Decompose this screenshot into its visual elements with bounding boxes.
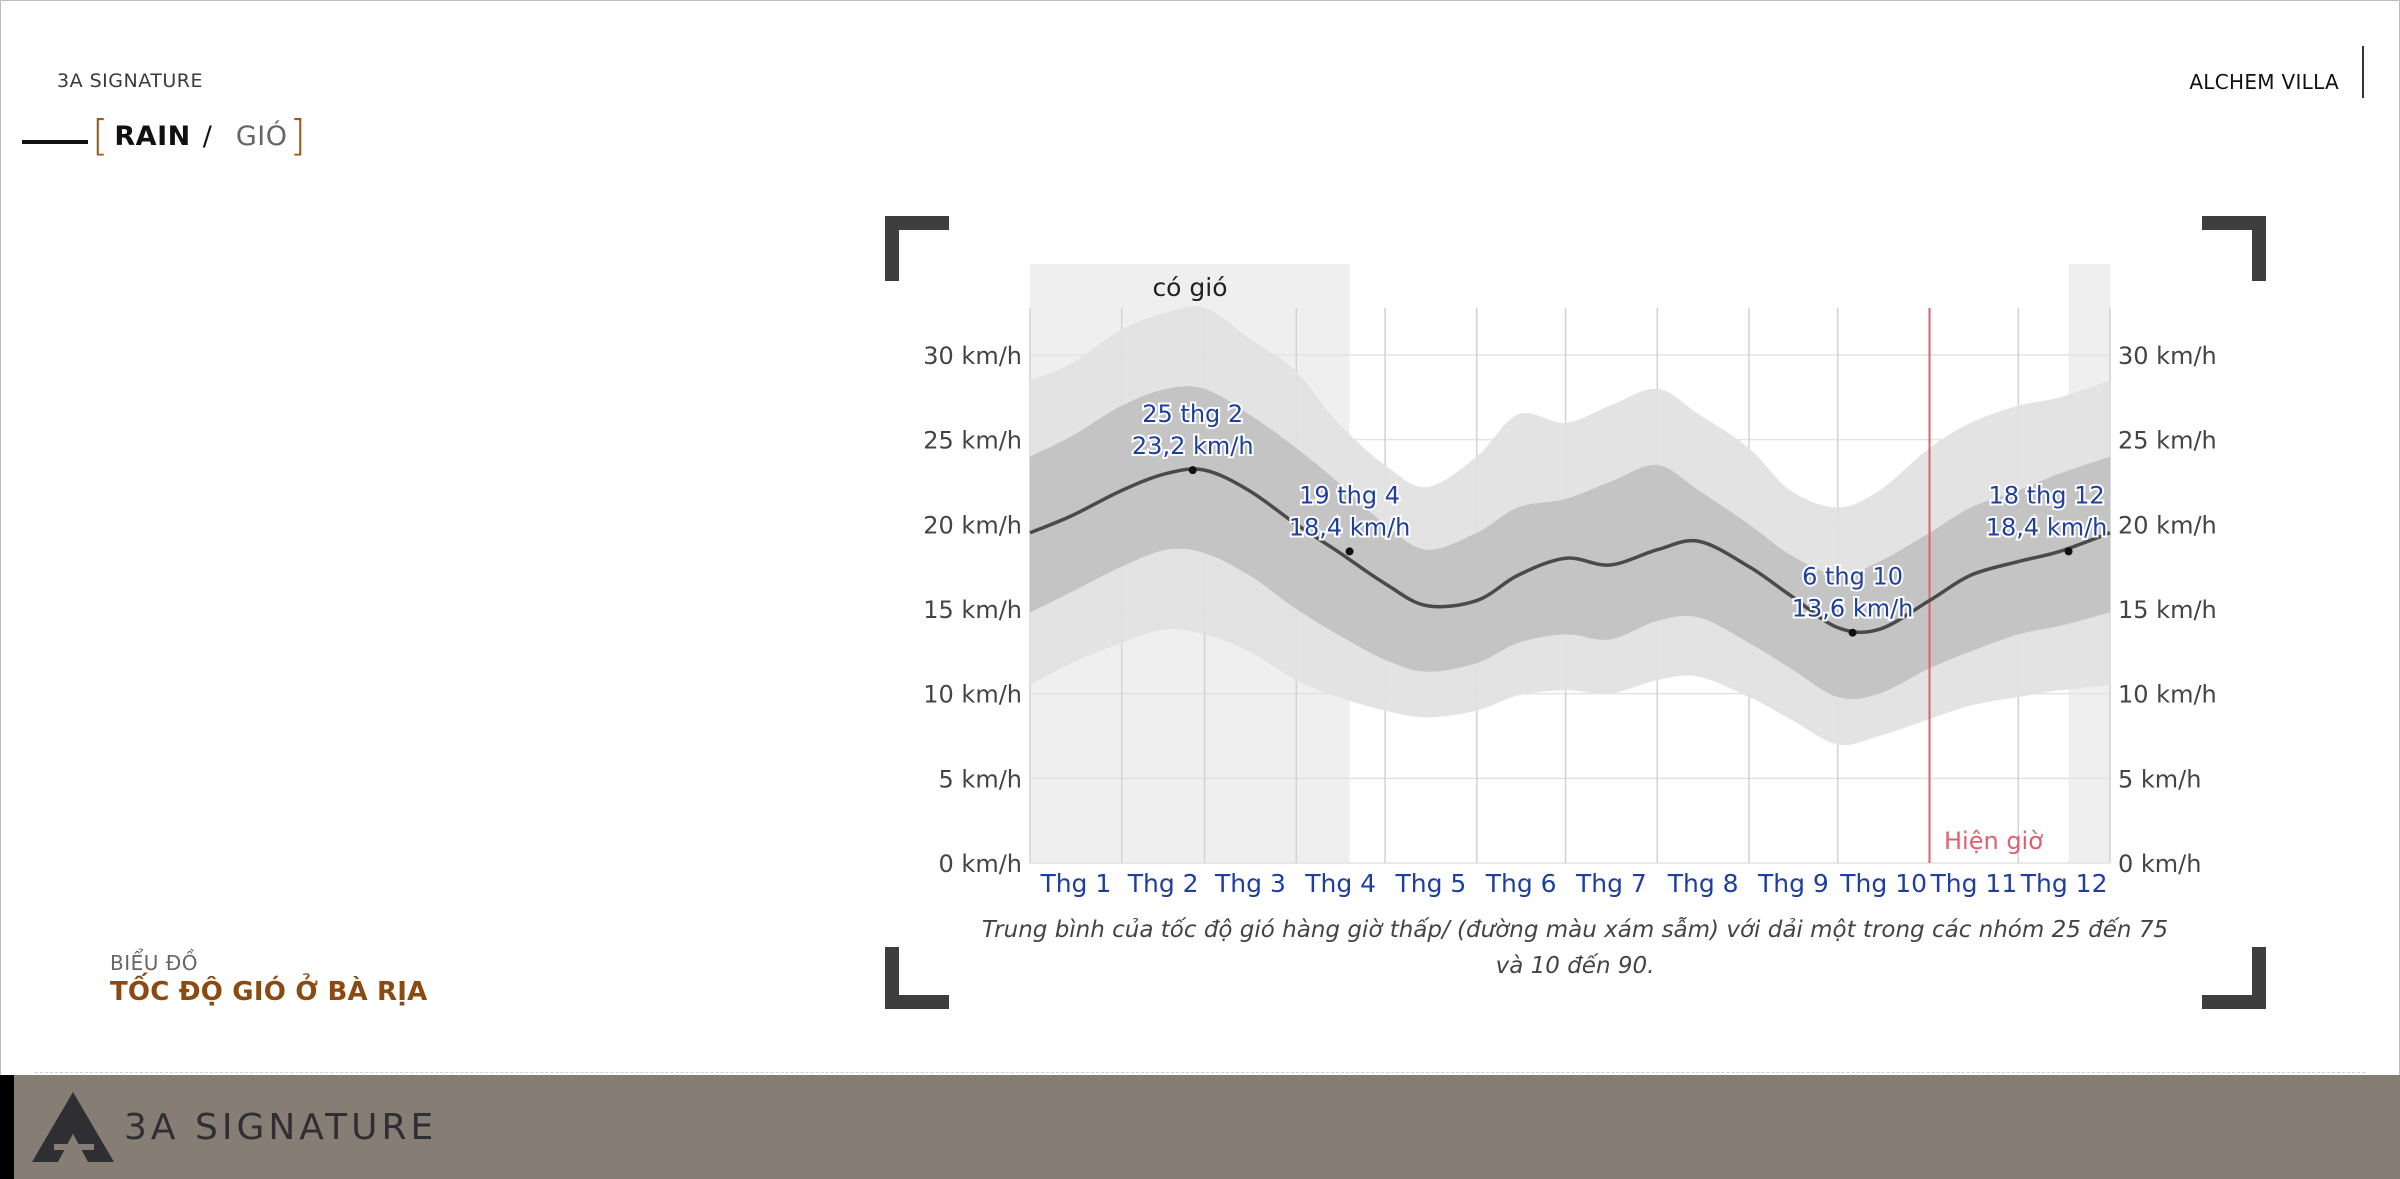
x-tick-label: Thg 10 <box>1839 869 1927 898</box>
x-tick-label: Thg 11 <box>1930 869 2018 898</box>
y-tick-label-left: 25 km/h <box>923 427 1022 455</box>
annotation-date-label: 6 thg 10 <box>1802 563 1903 591</box>
section-title-main: RAIN <box>114 120 191 152</box>
x-tick-label: Thg 5 <box>1395 869 1467 898</box>
chart-caption-title: TỐC ĐỘ GIÓ Ở BÀ RỊA <box>110 977 428 1007</box>
corner-bracket-bottom-left-icon <box>885 947 949 1009</box>
y-tick-label-right: 10 km/h <box>2118 681 2217 709</box>
annotation-value-label: 18,4 km/h <box>1289 513 1411 541</box>
brand-right-divider <box>2362 46 2364 98</box>
wind-speed-chart: 25 thg 2 23,2 km/h 19 thg 4 18,4 km/h 6 thg … <box>885 216 2266 1009</box>
section-title: [ RAIN / GIÓ ] <box>92 112 306 160</box>
y-tick-label-left: 0 km/h <box>939 850 1022 878</box>
section-rule <box>22 140 88 144</box>
x-tick-label: Thg 7 <box>1575 869 1647 898</box>
annotation-date-label: 19 thg 4 <box>1299 481 1400 509</box>
x-tick-label: Thg 6 <box>1485 869 1557 898</box>
y-tick-label-left: 10 km/h <box>923 681 1022 709</box>
footer-bar <box>0 1075 2400 1179</box>
y-tick-label-left: 5 km/h <box>939 765 1022 793</box>
chart-caption-note: Trung bình của tốc độ gió hàng giờ thấp/… <box>981 917 2169 979</box>
now-marker-label: Hiện giờ <box>1944 827 2043 855</box>
section-title-alt: GIÓ <box>235 120 288 152</box>
bracket-close-icon: ] <box>289 111 306 160</box>
footer-divider <box>35 1072 2365 1073</box>
footer-brand-name: 3A SIGNATURE <box>124 1107 438 1148</box>
annotation-value-label: 23,2 km/h <box>1132 432 1254 460</box>
annotation-date-label: 18 thg 12 <box>1988 481 2104 509</box>
footer-left-accent <box>0 1075 14 1179</box>
y-tick-label-right: 5 km/h <box>2118 765 2201 793</box>
section-title-separator: / <box>202 120 212 152</box>
x-tick-label: Thg 4 <box>1304 869 1376 898</box>
annotation-value-label: 18,4 km/h <box>1986 513 2108 541</box>
y-tick-label-right: 15 km/h <box>2118 596 2217 624</box>
annotation-point <box>1848 628 1857 637</box>
x-tick-label: Thg 12 <box>2020 869 2108 898</box>
annotation-point <box>1345 547 1354 556</box>
chart-caption-note-wrap: Trung bình của tốc độ gió hàng giờ thấp/… <box>981 917 2169 979</box>
brand-logo-icon <box>32 1092 114 1162</box>
x-tick-label: Thg 3 <box>1214 869 1286 898</box>
y-tick-label-left: 20 km/h <box>923 511 1022 539</box>
x-tick-label: Thg 8 <box>1667 869 1739 898</box>
annotation-point <box>1188 466 1197 475</box>
corner-bracket-top-left-icon <box>885 216 949 281</box>
brand-top-right: ALCHEM VILLA <box>2189 70 2339 94</box>
x-tick-label: Thg 2 <box>1127 869 1199 898</box>
y-tick-label-left: 15 km/h <box>923 596 1022 624</box>
bracket-open-icon: [ <box>92 111 109 160</box>
x-tick-label: Thg 9 <box>1757 869 1829 898</box>
y-tick-label-right: 0 km/h <box>2118 850 2201 878</box>
brand-top-left: 3A SIGNATURE <box>57 70 203 92</box>
corner-bracket-bottom-right-icon <box>2202 947 2266 1009</box>
median-wind-line <box>1029 467 2111 635</box>
y-tick-label-right: 30 km/h <box>2118 342 2217 370</box>
chart-caption-kicker: BIỂU ĐỒ <box>110 951 198 975</box>
windy-period-label: có gió <box>1152 273 1227 302</box>
annotation-value-label: 13,6 km/h <box>1792 595 1914 623</box>
annotation-date-label: 25 thg 2 <box>1142 400 1243 428</box>
y-tick-label-right: 25 km/h <box>2118 427 2217 455</box>
y-tick-label-left: 30 km/h <box>923 342 1022 370</box>
y-tick-label-right: 20 km/h <box>2118 511 2217 539</box>
annotation-point <box>2064 547 2073 556</box>
x-tick-label: Thg 1 <box>1039 869 1111 898</box>
band-25-75 <box>1030 386 2110 700</box>
corner-bracket-top-right-icon <box>2202 216 2266 281</box>
